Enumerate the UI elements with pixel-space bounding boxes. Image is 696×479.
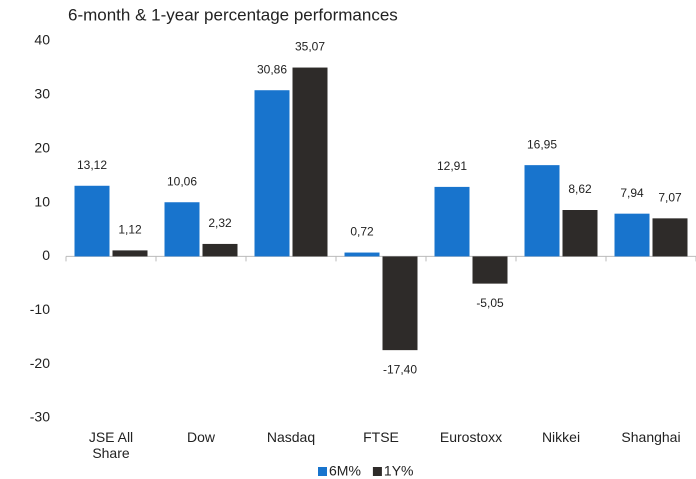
y-tick-label: 10 [34, 193, 50, 209]
value-label: -5,05 [476, 296, 504, 310]
bar [202, 243, 238, 257]
bar [382, 256, 418, 351]
value-label: 8,62 [568, 182, 592, 196]
bar [472, 256, 508, 284]
bar [344, 252, 380, 257]
value-label: 2,32 [208, 216, 232, 230]
bar [112, 250, 148, 257]
bar [562, 210, 598, 257]
legend-label: 6M% [329, 463, 361, 479]
y-tick-label: -10 [30, 301, 50, 317]
y-tick-label: -20 [30, 355, 50, 371]
y-tick-label: -30 [30, 409, 50, 425]
value-label: 16,95 [527, 137, 557, 151]
value-label: 1,12 [118, 223, 142, 237]
chart-title: 6-month & 1-year percentage performances [68, 5, 398, 24]
x-tick-label: FTSE [363, 429, 399, 445]
bar [164, 202, 200, 257]
bar [292, 67, 328, 257]
value-label: 12,91 [437, 159, 467, 173]
value-label: 10,06 [167, 174, 197, 188]
value-label: 0,72 [350, 225, 374, 239]
bar [254, 90, 290, 257]
bar [652, 218, 688, 257]
value-label: 7,07 [658, 191, 682, 205]
x-tick-label: JSE All Share [88, 429, 134, 461]
y-tick-label: 30 [34, 86, 50, 102]
value-label: 35,07 [295, 40, 325, 54]
y-tick-label: 0 [42, 247, 50, 263]
x-tick-label: Nasdaq [266, 429, 316, 445]
value-label: 13,12 [77, 158, 107, 172]
y-tick-label: 20 [34, 139, 50, 155]
x-tick-label: Shanghai [621, 429, 681, 445]
legend-swatch [318, 467, 327, 476]
value-label: 30,86 [257, 62, 287, 76]
x-tick-label: Dow [186, 429, 215, 445]
legend-swatch [372, 467, 382, 476]
x-tick-label: Nikkei [541, 429, 581, 445]
bar [614, 213, 650, 257]
y-tick-label: 40 [34, 32, 50, 48]
bar [524, 165, 560, 257]
x-tick-label: Eurostoxx [439, 429, 503, 445]
value-label: -17,40 [383, 362, 417, 376]
bar [434, 186, 470, 257]
legend-label: 1Y% [384, 463, 414, 479]
value-label: 7,94 [620, 186, 644, 200]
bar [74, 185, 110, 257]
